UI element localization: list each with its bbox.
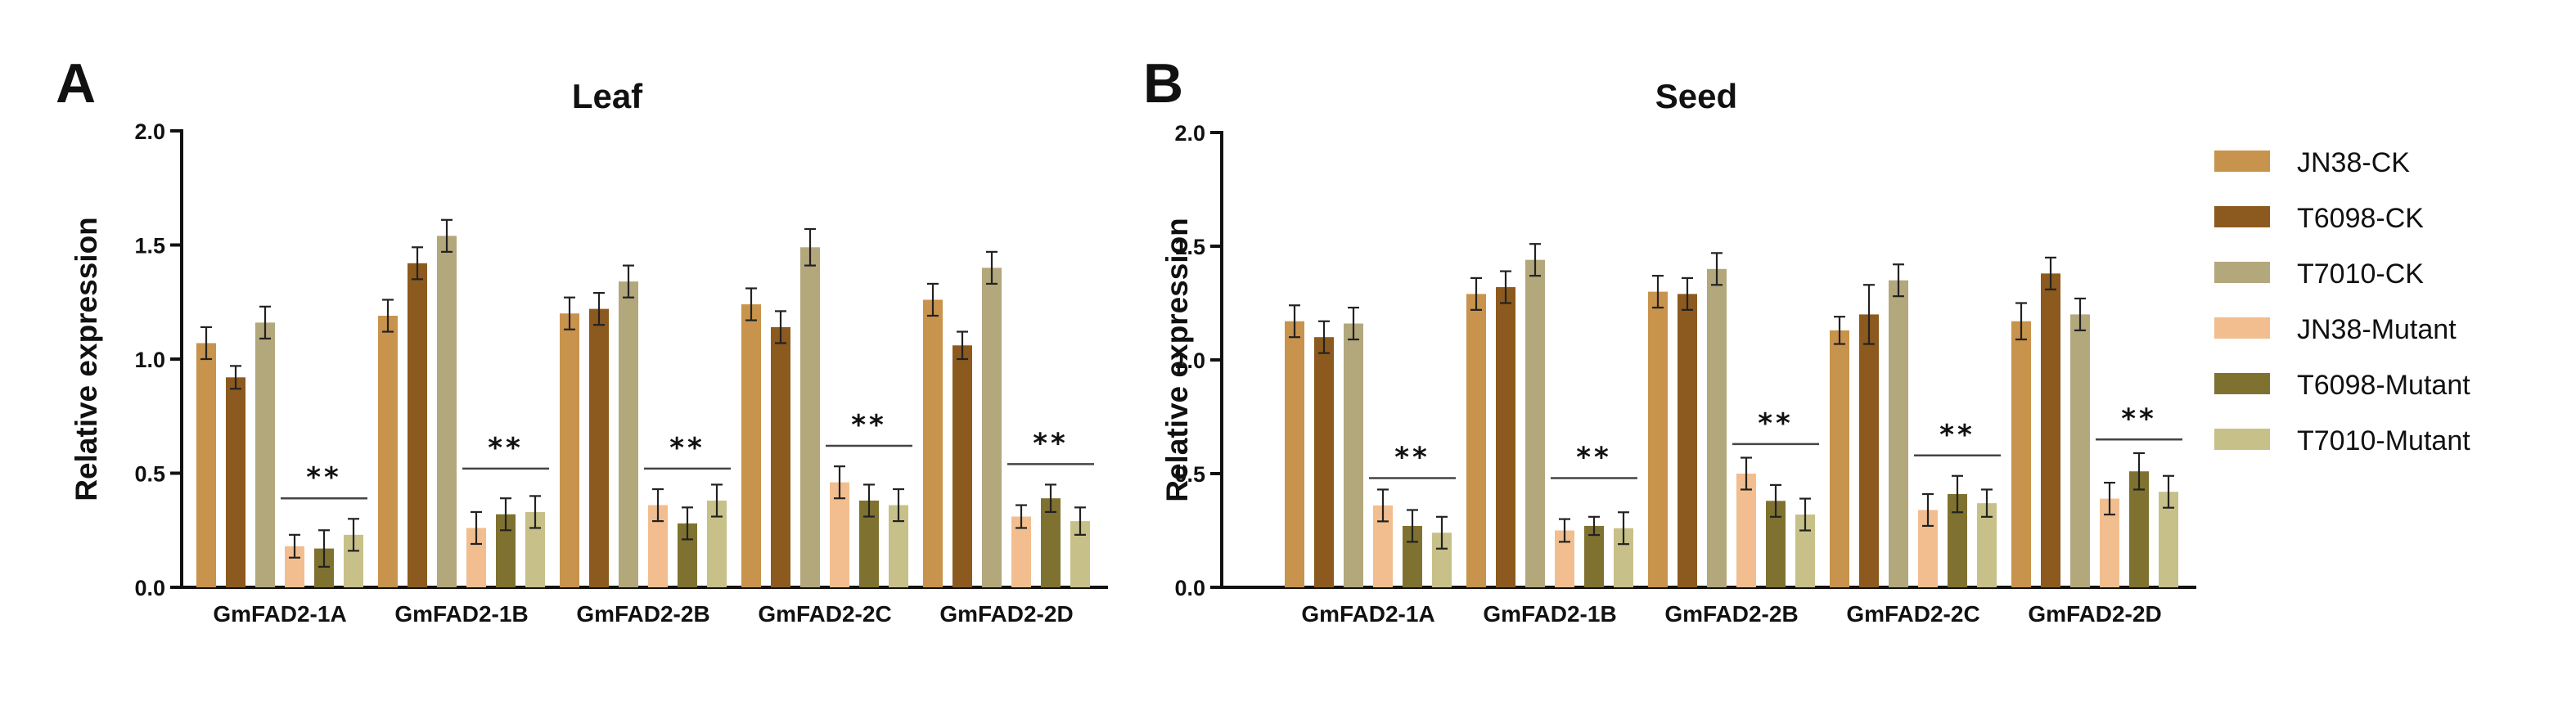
bar-t7010-ck-gmfad2-1b — [437, 236, 457, 587]
bar-t6098-ck-gmfad2-1b — [408, 263, 427, 587]
significance-label-gmfad2-1b: ** — [488, 432, 524, 465]
bar-jn38-ck-gmfad2-2d — [2011, 321, 2031, 587]
y-tick-label: 0.5 — [1174, 462, 1205, 487]
legend-swatch-jn38-ck — [2214, 151, 2270, 172]
bar-t6098-ck-gmfad2-2c — [771, 326, 790, 587]
chart-title-leaf: Leaf — [572, 77, 643, 115]
bar-jn38-ck-gmfad2-1a — [196, 343, 216, 587]
legend: JN38-CK T6098-CK T7010-CK JN38-Mutant T6… — [2214, 147, 2470, 456]
y-tick-label: 1.5 — [1174, 235, 1205, 259]
x-tick-label-gmfad2-2b: GmFAD2-2B — [576, 601, 709, 627]
bar-t7010-ck-gmfad2-2b — [1707, 268, 1727, 587]
x-tick-label-gmfad2-1a: GmFAD2-1A — [213, 601, 346, 627]
bar-jn38-ck-gmfad2-2b — [560, 313, 579, 587]
bar-jn38-ck-gmfad2-1b — [378, 315, 398, 587]
bar-t7010-ck-gmfad2-1a — [255, 322, 275, 587]
x-tick-label-gmfad2-1b: GmFAD2-1B — [1483, 601, 1616, 627]
significance-label-gmfad2-2d: ** — [1033, 427, 1069, 460]
significance-label-gmfad2-1a: ** — [1394, 442, 1430, 474]
bar-jn38-ck-gmfad2-2b — [1648, 291, 1668, 587]
legend-swatch-t7010-mutant — [2214, 429, 2270, 450]
bar-t6098-ck-gmfad2-2b — [589, 308, 609, 587]
chart-title-seed: Seed — [1655, 77, 1737, 115]
bar-t6098-mutant-gmfad2-2d — [2129, 471, 2149, 587]
bar-t6098-ck-gmfad2-2c — [1859, 314, 1879, 587]
legend-label-t6098-ck: T6098-CK — [2297, 203, 2424, 234]
bar-t7010-ck-gmfad2-1b — [1525, 259, 1545, 587]
significance-label-gmfad2-2b: ** — [669, 432, 705, 465]
legend-label-t7010-mutant: T7010-Mutant — [2297, 425, 2470, 456]
significance-label-gmfad2-1b: ** — [1576, 442, 1612, 474]
legend-label-jn38-mutant: JN38-Mutant — [2297, 314, 2457, 345]
bar-t7010-ck-gmfad2-2d — [2070, 314, 2090, 587]
bar-t6098-mutant-gmfad2-1b — [1584, 525, 1604, 587]
chart-leaf: 0.0 0.5 1.0 1.5 2.0 Relative expression GmFAD2… — [70, 119, 1108, 627]
x-tick-label-gmfad2-1a: GmFAD2-1A — [1301, 601, 1434, 627]
legend-label-jn38-ck: JN38-CK — [2297, 147, 2410, 178]
x-tick-label-gmfad2-2c: GmFAD2-2C — [758, 601, 891, 627]
bar-jn38-mutant-gmfad2-2c — [830, 482, 849, 587]
bar-t6098-ck-gmfad2-1a — [1314, 337, 1334, 587]
y-tick-label: 0.0 — [1174, 576, 1205, 600]
x-tick-label-gmfad2-2d: GmFAD2-2D — [2028, 601, 2161, 627]
bar-jn38-ck-gmfad2-1b — [1466, 294, 1486, 587]
significance-label-gmfad2-1a: ** — [306, 461, 342, 494]
legend-label-t7010-ck: T7010-CK — [2297, 258, 2424, 290]
bar-jn38-ck-gmfad2-2c — [1830, 330, 1849, 587]
bar-t6098-ck-gmfad2-2d — [952, 345, 972, 587]
y-tick-label: 0.5 — [134, 462, 165, 487]
legend-swatch-t6098-mutant — [2214, 373, 2270, 394]
bar-t6098-ck-gmfad2-1b — [1496, 287, 1515, 587]
bar-t6098-ck-gmfad2-1a — [226, 377, 245, 587]
y-tick-label: 1.0 — [1174, 348, 1205, 373]
legend-swatch-t6098-ck — [2214, 206, 2270, 227]
significance-label-gmfad2-2c: ** — [1939, 419, 1975, 452]
bar-t7010-ck-gmfad2-2c — [1889, 280, 1908, 587]
bar-t6098-ck-gmfad2-2b — [1678, 294, 1697, 587]
bar-jn38-mutant-gmfad2-2b — [1736, 474, 1756, 587]
y-tick-label: 2.0 — [134, 119, 165, 144]
legend-swatch-jn38-mutant — [2214, 317, 2270, 339]
x-tick-label-gmfad2-2d: GmFAD2-2D — [939, 601, 1073, 627]
bar-t6098-mutant-gmfad2-2d — [1041, 498, 1061, 587]
legend-swatch-t7010-ck — [2214, 262, 2270, 283]
x-tick-label-gmfad2-2b: GmFAD2-2B — [1664, 601, 1798, 627]
y-axis-label: Relative expression — [1160, 218, 1194, 502]
bar-t7010-ck-gmfad2-2d — [982, 267, 1002, 587]
y-axis-label: Relative expression — [70, 217, 103, 501]
bar-t7010-ck-gmfad2-2c — [800, 247, 820, 587]
bar-t7010-ck-gmfad2-1a — [1344, 323, 1363, 587]
significance-label-gmfad2-2b: ** — [1758, 407, 1794, 440]
x-tick-label-gmfad2-2c: GmFAD2-2C — [1846, 601, 1979, 627]
legend-label-t6098-mutant: T6098-Mutant — [2297, 370, 2470, 401]
y-tick-label: 2.0 — [1174, 121, 1205, 146]
x-tick-label-gmfad2-1b: GmFAD2-1B — [394, 601, 528, 627]
y-tick-label: 1.0 — [134, 348, 165, 372]
bar-t7010-ck-gmfad2-2b — [619, 281, 638, 587]
bar-t6098-ck-gmfad2-2d — [2041, 273, 2060, 587]
bar-jn38-ck-gmfad2-2d — [923, 299, 943, 587]
y-tick-label: 0.0 — [134, 576, 165, 600]
y-tick-label: 1.5 — [134, 234, 165, 258]
significance-label-gmfad2-2d: ** — [2121, 402, 2157, 435]
panel-letter-b: B — [1143, 52, 1183, 115]
bar-jn38-ck-gmfad2-2c — [741, 304, 761, 587]
chart-seed: 0.0 0.5 1.0 1.5 2.0 Relative expression GmFAD2… — [1160, 121, 2196, 627]
bar-jn38-ck-gmfad2-1a — [1285, 321, 1304, 587]
significance-label-gmfad2-2c: ** — [851, 409, 887, 442]
panel-letter-a: A — [56, 52, 96, 115]
